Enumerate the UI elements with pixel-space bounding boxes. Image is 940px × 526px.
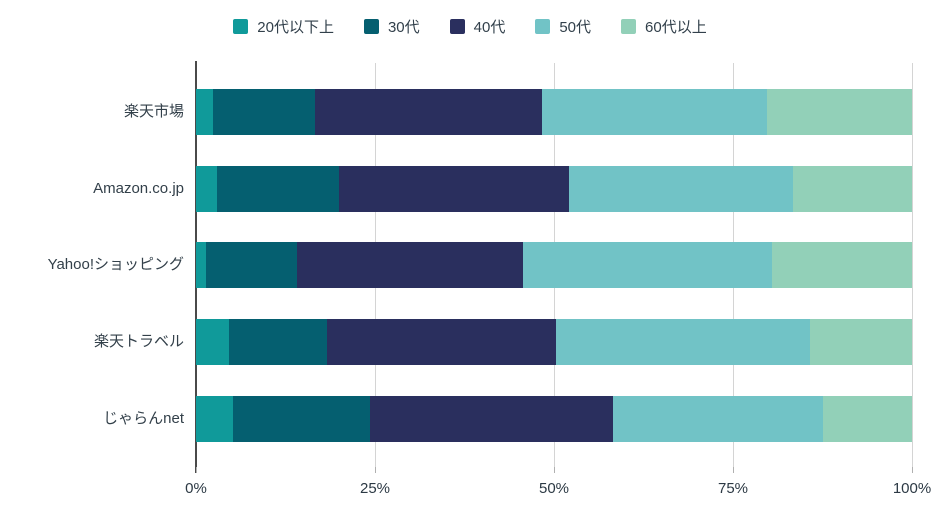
category-label: 楽天市場: [123, 103, 184, 120]
x-axis-label: 100%: [892, 480, 932, 497]
bar-segment[interactable]: [196, 396, 234, 442]
bar-segment[interactable]: [771, 242, 912, 288]
axis-tick: [732, 467, 734, 473]
bar-segment[interactable]: [823, 396, 912, 442]
x-axis-label: 75%: [717, 480, 749, 497]
axis-tick: [374, 467, 376, 473]
legend-item-5[interactable]: 60代以上: [621, 16, 707, 37]
bar-segment[interactable]: [339, 166, 569, 212]
bar-segment[interactable]: [228, 319, 327, 365]
bar-segment[interactable]: [556, 319, 811, 365]
bar-segment[interactable]: [314, 89, 542, 135]
legend-swatch: [363, 19, 379, 34]
legend-label: 50代: [559, 19, 592, 36]
bar-segment[interactable]: [296, 242, 524, 288]
x-axis-label: 25%: [359, 480, 391, 497]
bar-segment[interactable]: [523, 242, 772, 288]
bar-segment[interactable]: [196, 89, 214, 135]
bar-segment[interactable]: [369, 396, 613, 442]
bar-segment[interactable]: [196, 166, 217, 212]
chart-legend: 20代以下上 30代 40代 50代 60代以上: [0, 16, 940, 37]
legend-swatch: [535, 19, 551, 34]
bar-segment[interactable]: [612, 396, 824, 442]
bar-row: [196, 319, 912, 365]
legend-item-2[interactable]: 30代: [363, 16, 420, 37]
bar-row: [196, 89, 912, 135]
bar-segment[interactable]: [206, 242, 297, 288]
bar-row: [196, 166, 912, 212]
bar-segment[interactable]: [233, 396, 370, 442]
category-label: 楽天トラベル: [93, 333, 184, 350]
bar-segment[interactable]: [810, 319, 912, 365]
bar-segment[interactable]: [216, 166, 340, 212]
category-label: じゃらんnet: [103, 410, 184, 427]
category-label: Amazon.co.jp: [93, 180, 184, 197]
legend-item-4[interactable]: 50代: [535, 16, 591, 37]
legend-swatch: [233, 19, 249, 34]
bar-segment[interactable]: [541, 89, 767, 135]
axis-tick: [195, 467, 197, 473]
legend-item-3[interactable]: 40代: [449, 16, 506, 37]
legend-item-1[interactable]: 20代以下上: [233, 16, 334, 37]
bar-row: [196, 396, 912, 442]
grid-line: [911, 63, 913, 467]
axis-tick: [553, 467, 555, 473]
legend-label: 30代: [387, 19, 420, 36]
legend-swatch: [449, 19, 465, 34]
axis-tick: [911, 467, 913, 473]
bar-row: [196, 242, 912, 288]
bar-segment[interactable]: [569, 166, 794, 212]
legend-swatch: [621, 19, 637, 34]
x-axis-label: 50%: [538, 480, 570, 497]
bar-segment[interactable]: [213, 89, 315, 135]
x-axis-label: 0%: [185, 480, 207, 497]
bar-segment[interactable]: [766, 89, 912, 135]
bar-segment[interactable]: [793, 166, 912, 212]
legend-label: 40代: [473, 19, 506, 36]
bar-segment[interactable]: [196, 319, 229, 365]
legend-label: 20代以下上: [257, 19, 334, 36]
category-label: Yahoo!ショッピング: [47, 256, 184, 273]
bar-segment[interactable]: [327, 319, 557, 365]
legend-label: 60代以上: [645, 19, 707, 36]
bar-segment[interactable]: [196, 242, 207, 288]
